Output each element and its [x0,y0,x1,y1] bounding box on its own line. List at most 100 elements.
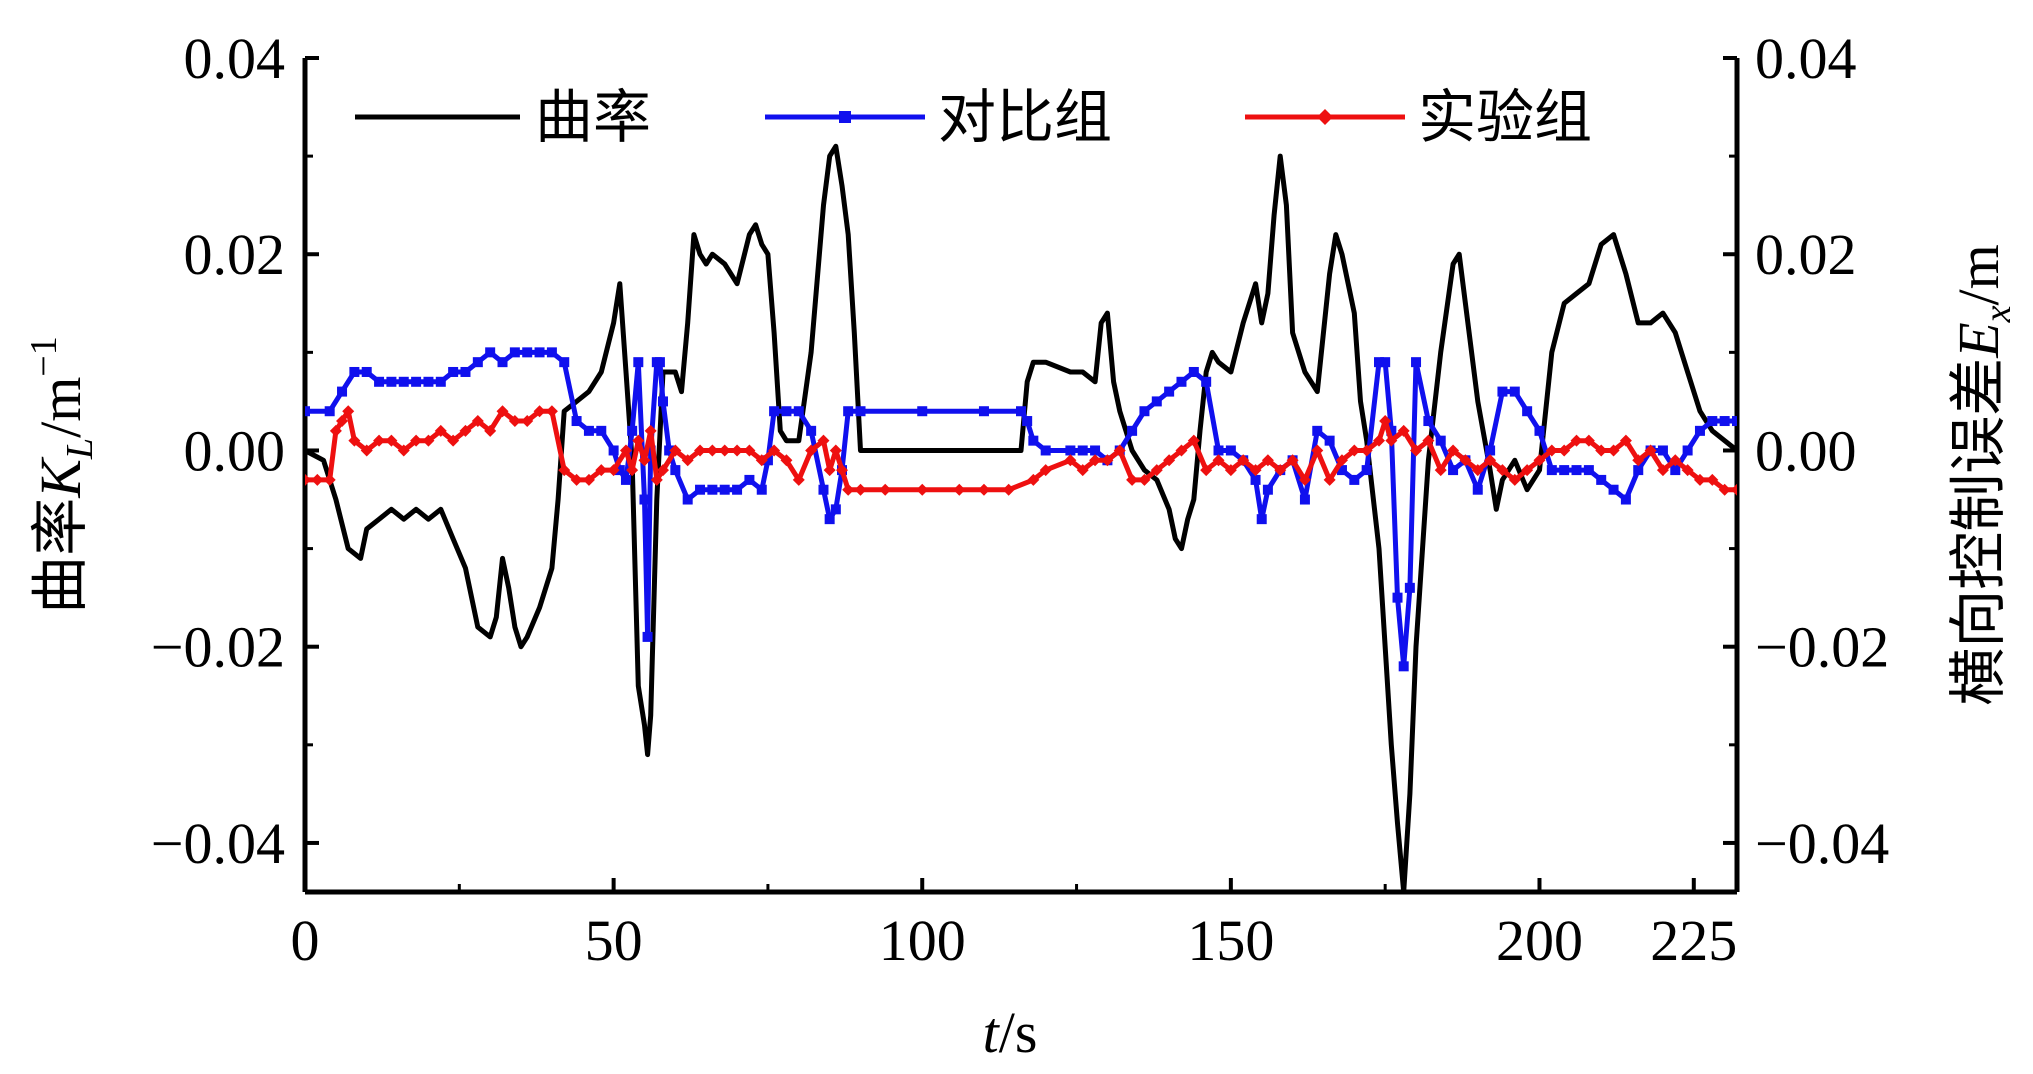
data-point [879,483,892,496]
data-point [1435,435,1446,446]
data-point [1360,444,1373,457]
data-point [1471,464,1484,477]
data-point [806,425,817,436]
data-point [1262,484,1273,495]
data-point [349,366,360,377]
data-point [1224,464,1237,477]
data-point [664,445,675,456]
data-point [398,376,409,387]
data-point [1619,434,1632,447]
data-point [744,474,755,485]
data-point [497,357,508,368]
x-tick-label: 225 [1650,908,1737,973]
data-point [670,465,681,476]
legend-label-curvature: 曲率 [535,83,651,151]
data-point [448,366,459,377]
data-point [374,376,385,387]
data-point [1397,424,1410,437]
data-point [842,483,855,496]
data-point [1546,465,1557,476]
data-point [1188,366,1199,377]
data-point [1534,425,1545,436]
data-point [1521,464,1534,477]
data-point [650,473,663,486]
y-left-tick-label: −0.04 [151,811,285,876]
y-left-tick-label: −0.02 [151,615,285,680]
data-point [978,406,989,417]
data-point [1508,473,1521,486]
data-point [707,484,718,495]
data-point [485,347,496,358]
data-point [471,415,484,428]
data-point [817,434,830,447]
data-point [768,444,781,457]
data-point [435,376,446,387]
y-right-sub: x [1977,305,2019,323]
data-point [755,454,768,467]
x-axis-title: t/s [983,1000,1038,1065]
data-point [1201,376,1212,387]
data-point [1571,465,1582,476]
data-point [329,424,342,437]
data-point [1335,454,1348,467]
data-point [1064,454,1077,467]
y-axis-right-title: 横向控制误差Ex/m [1944,244,2019,706]
data-point [509,347,520,358]
tick-labels: 0 50 100 150 200 225 −0.04 −0.04 −0.02 −0.02 0.00 0… [151,26,1889,973]
data-point [508,415,521,428]
data-point [373,434,386,447]
data-point [546,347,557,358]
data-point [1509,386,1520,397]
data-point [1732,416,1737,427]
data-point [1558,444,1571,457]
data-point [1077,445,1088,456]
data-point [654,357,665,368]
data-point [1336,465,1347,476]
data-point [1392,592,1403,603]
data-point [582,473,595,486]
data-point [1349,474,1360,485]
data-point [1164,386,1175,397]
x-tick-label: 200 [1496,908,1583,973]
data-point [823,464,836,477]
y-left-exp: −1 [23,336,65,376]
data-point [1656,464,1669,477]
data-point [1423,416,1434,427]
data-point [620,474,631,485]
data-point [1681,464,1694,477]
data-point [1348,444,1361,457]
data-point [657,464,669,477]
data-point [682,494,693,505]
data-point [410,434,423,447]
data-point [1324,435,1335,446]
data-point [830,504,841,515]
data-point [1373,434,1385,447]
data-point [719,484,730,495]
legend-label-comparison: 对比组 [938,83,1112,151]
data-point [1039,464,1052,477]
data-point [571,416,582,427]
data-point [1410,444,1423,457]
data-point [1719,416,1730,427]
data-point [1311,444,1324,457]
data-point [731,444,744,457]
data-point [360,444,373,457]
data-point [1633,465,1644,476]
data-point [695,484,706,495]
data-point [545,405,558,418]
data-point [1570,434,1583,447]
y-left-text: 曲率 [26,498,94,614]
data-point [1139,406,1150,417]
legend-marker-comparison [839,111,851,123]
data-point [484,424,497,437]
data-point [818,484,829,495]
legend-label-experiment: 实验组 [1418,83,1592,151]
data-point [1256,514,1267,525]
data-point [1731,483,1737,496]
data-point [805,444,818,457]
data-point [1274,464,1287,477]
data-point [855,406,866,417]
x-tick-label: 50 [585,908,643,973]
data-point [1583,465,1594,476]
data-point [496,405,509,418]
